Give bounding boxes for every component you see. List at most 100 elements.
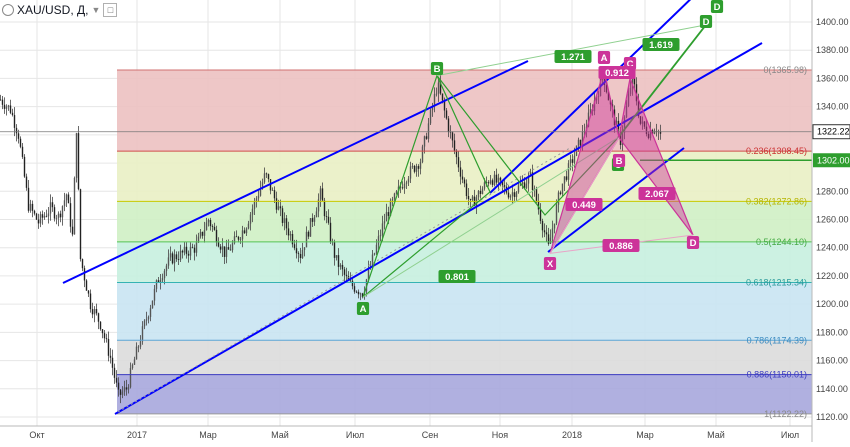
price-tick-label: 1340.00	[816, 102, 849, 112]
chart-header: XAU/USD, Д, ▼ □	[2, 2, 118, 18]
candle-body	[659, 131, 662, 134]
candle-body	[359, 293, 362, 295]
candle-body	[525, 183, 528, 189]
bear-ratio-label-bg	[602, 239, 640, 252]
candle-body	[231, 243, 234, 251]
candle-body	[329, 222, 332, 242]
price-tick-label: 1400.00	[816, 17, 849, 27]
candle-body	[625, 106, 628, 118]
candle-body	[347, 276, 350, 281]
candle-body	[343, 269, 346, 275]
harmonic-pattern-labels: ABCDD0.8011.2711.619XABCD0.9120.4492.067…	[356, 0, 724, 315]
candle-body	[563, 176, 566, 184]
candle-body	[579, 139, 582, 146]
candle-body	[641, 121, 644, 124]
candle-body	[653, 131, 656, 134]
candle-body	[339, 264, 342, 267]
candle-body	[345, 274, 348, 277]
candle-body	[485, 182, 488, 184]
candle-body	[25, 176, 28, 188]
candle-body	[503, 185, 506, 187]
candle-body	[263, 173, 266, 183]
price-tick-label: 1120.00	[816, 412, 848, 422]
bear-ratio-label-bg	[598, 66, 636, 79]
candle-body	[95, 309, 98, 314]
candle-body	[507, 192, 510, 198]
candle-body	[581, 131, 584, 146]
candle-body	[49, 202, 52, 214]
candle-body	[457, 157, 460, 168]
candle-body	[595, 97, 598, 101]
candle-body	[83, 268, 86, 281]
candle-body	[459, 167, 462, 177]
candle-body	[235, 236, 238, 238]
candle-body	[571, 159, 574, 163]
candle-body	[103, 333, 106, 339]
candle-body	[79, 189, 82, 260]
bear-point-label: A	[601, 53, 608, 64]
candle-body	[357, 291, 360, 295]
fib-zone	[117, 374, 812, 414]
price-axis[interactable]: 1400.001380.001360.001340.001320.001300.…	[811, 0, 850, 442]
candle-body	[223, 246, 226, 257]
candle-body	[299, 254, 302, 259]
candle-body	[497, 177, 500, 183]
candle-body	[325, 216, 328, 217]
fib-zone	[117, 201, 812, 242]
bull-point-label: D	[714, 2, 721, 13]
candle-body	[253, 200, 256, 209]
candle-body	[555, 204, 558, 224]
candle-body	[313, 217, 316, 222]
candle-body	[627, 93, 630, 107]
time-axis[interactable]: Окт 2017 Мар Май Июл Сен Ноя 2018 Мар Май Июл	[0, 425, 812, 440]
fibonacci-level-labels: 0(1365.98) 0.236(1308.45) 0.382(1272.86) 0.…	[746, 65, 807, 419]
candle-body	[601, 78, 604, 80]
symbol-title[interactable]: XAU/USD, Д,	[17, 3, 89, 17]
candle-body	[271, 190, 274, 191]
channel-inner-lower-line	[547, 147, 685, 253]
chevron-down-icon[interactable]: ▼	[91, 5, 101, 15]
candle-body	[433, 94, 436, 107]
time-tick-label: Мар	[636, 430, 654, 440]
candle-body	[163, 270, 166, 279]
symbol-status-icon	[2, 4, 14, 16]
candle-body	[205, 222, 208, 231]
candle-body	[501, 180, 504, 186]
bear-point-label: X	[547, 259, 554, 270]
bull-point-label: B	[434, 64, 441, 75]
candle-body	[115, 377, 118, 383]
candle-body	[51, 202, 54, 208]
candle-body	[155, 280, 158, 289]
candle-body	[27, 187, 30, 211]
bear-point-label-bg	[612, 154, 626, 167]
candle-body	[147, 316, 150, 320]
price-tick-label: 1360.00	[816, 73, 849, 83]
fibonacci-retracement[interactable]	[117, 69, 812, 414]
candle-body	[189, 246, 192, 256]
candle-body	[535, 188, 538, 202]
bull-point-label-bg	[430, 62, 444, 75]
candle-body	[407, 178, 410, 183]
candle-body	[463, 179, 466, 184]
bull-point-label-bg	[710, 0, 724, 13]
candle-body	[165, 265, 168, 271]
price-tick-label: 1220.00	[816, 271, 849, 281]
candle-body	[417, 166, 420, 169]
candle-body	[161, 278, 164, 281]
candle-body	[561, 183, 564, 194]
candle-body	[643, 121, 646, 127]
bear-ratio-label-bg	[565, 198, 603, 211]
fib-zone	[117, 282, 812, 341]
candle-body	[387, 212, 390, 216]
candle-body	[635, 84, 638, 102]
candle-body	[135, 346, 138, 360]
fib-level-label: 0.886(1150.01)	[747, 370, 807, 380]
candle-body	[587, 112, 590, 127]
bull-point-label-bg	[699, 15, 713, 28]
square-settings-icon[interactable]: □	[103, 3, 118, 17]
candle-body	[355, 291, 358, 293]
bear-point-label-bg	[686, 236, 700, 249]
bull-ratio-label-bg	[554, 50, 592, 63]
candle-body	[553, 223, 556, 229]
